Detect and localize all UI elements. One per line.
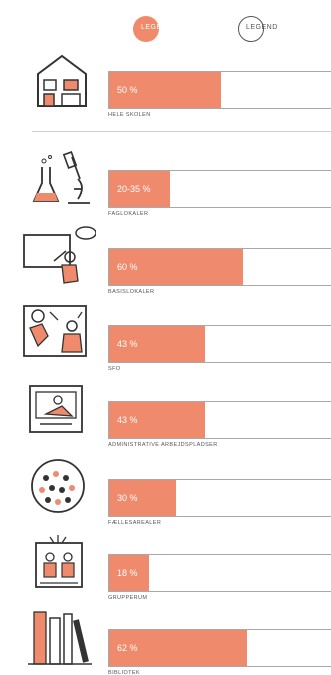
bar-row-administrative-arbejdspladser: 43 % ADMINISTRATIVE ARBEJDSPLADSER <box>0 378 331 448</box>
bar-track: 50 % <box>108 71 331 109</box>
bar-row-hele-skolen: 50 % HELE SKOLEN <box>0 48 331 118</box>
bar-track: 18 % <box>108 554 331 592</box>
bar-value-label: 60 % <box>117 262 138 272</box>
bar <box>109 249 243 285</box>
bar-row-bibliotek: 62 % BIBLIOTEK <box>0 606 331 675</box>
after-school-play-icon <box>20 302 96 364</box>
legend-outline-dot-icon <box>238 16 264 42</box>
category-label: FAGLOKALER <box>108 211 149 217</box>
legend-label: LEGEND <box>246 24 278 31</box>
bar-row-grupperum: 18 % GRUPPERUM <box>0 531 331 601</box>
category-label: BASISLOKALER <box>108 289 155 295</box>
category-label: ADMINISTRATIVE ARBEJDSPLADSER <box>108 442 218 448</box>
bar-track: 20-35 % <box>108 170 331 208</box>
bar <box>109 480 176 516</box>
bar-track: 60 % <box>108 248 331 286</box>
bar-track: 43 % <box>108 401 331 439</box>
school-building-icon <box>20 48 96 110</box>
bar-row-faellesarealer: 30 % FÆLLESAREALER <box>0 456 331 526</box>
legend: LEGEND LEGEND <box>0 8 331 44</box>
classroom-teacher-icon <box>20 225 97 287</box>
science-lab-icon <box>20 147 96 209</box>
legend-label: LEGEND <box>141 24 173 31</box>
category-label: SFO <box>108 366 121 372</box>
category-label: BIBLIOTEK <box>108 670 141 675</box>
crowd-common-area-icon <box>20 456 96 518</box>
bar-value-label: 20-35 % <box>117 184 151 194</box>
legend-filled-dot-icon <box>133 16 159 42</box>
bar-row-basislokaler: 60 % BASISLOKALER <box>0 225 331 295</box>
bar-value-label: 43 % <box>117 415 138 425</box>
bar <box>109 72 221 108</box>
bar-row-faglokaler: 20-35 % FAGLOKALER <box>0 147 331 217</box>
bar <box>109 555 150 591</box>
bar-track: 30 % <box>108 479 331 517</box>
bar <box>109 402 205 438</box>
bar-value-label: 50 % <box>117 85 138 95</box>
bar-value-label: 43 % <box>117 339 138 349</box>
bar-track: 62 % <box>108 629 331 667</box>
category-label: HELE SKOLEN <box>108 112 151 118</box>
bar <box>109 630 248 666</box>
bar-row-sfo: 43 % SFO <box>0 302 331 372</box>
group-room-icon <box>20 531 96 593</box>
bar-value-label: 62 % <box>117 643 138 653</box>
bar <box>109 171 171 207</box>
category-label: FÆLLESAREALER <box>108 520 162 526</box>
bar-value-label: 30 % <box>117 493 138 503</box>
office-workspace-icon <box>20 378 96 440</box>
bar-track: 43 % <box>108 325 331 363</box>
category-label: GRUPPERUM <box>108 595 148 601</box>
bar <box>109 326 205 362</box>
library-books-icon <box>20 606 96 668</box>
bar-value-label: 18 % <box>117 568 138 578</box>
section-divider <box>32 131 331 132</box>
